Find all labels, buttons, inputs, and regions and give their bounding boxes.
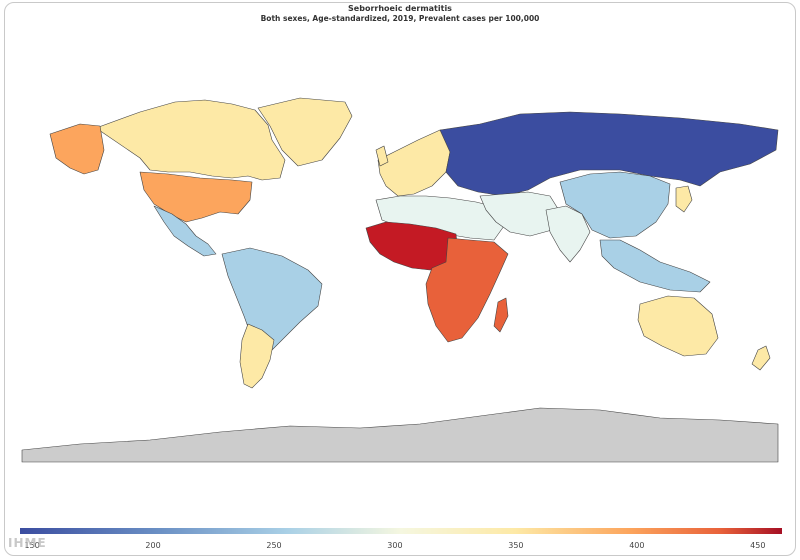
region-argentina-chile[interactable] (239, 323, 275, 389)
region-east-asia[interactable] (559, 171, 671, 239)
region-east-south-africa[interactable] (425, 237, 509, 343)
region-new-zealand[interactable] (751, 345, 771, 371)
map-titles: Seborrhoeic dermatitis Both sexes, Age-s… (0, 4, 800, 24)
legend-tick-label: 400 (629, 541, 644, 550)
world-map[interactable] (0, 0, 800, 520)
legend-ticks: 150 200 250 300 350 400 450 (24, 541, 765, 550)
region-alaska[interactable] (49, 123, 105, 175)
legend-tick-label: 300 (387, 541, 402, 550)
region-antarctica[interactable] (21, 407, 779, 463)
region-russia-central-asia[interactable] (439, 111, 779, 197)
legend-tick-label: 250 (266, 541, 281, 550)
map-title: Seborrhoeic dermatitis (348, 4, 452, 13)
color-legend: 150 200 250 300 350 400 450 (20, 528, 782, 550)
region-mexico[interactable] (153, 205, 217, 257)
ihme-logo: IHME (8, 536, 47, 550)
legend-gradient-bar (20, 528, 782, 534)
legend-tick-label: 200 (145, 541, 160, 550)
legend-tick-label: 350 (508, 541, 523, 550)
region-south-america[interactable] (221, 247, 323, 353)
region-greenland[interactable] (257, 97, 353, 167)
region-uk[interactable] (375, 145, 389, 167)
region-madagascar[interactable] (493, 297, 509, 333)
region-canada[interactable] (95, 99, 286, 181)
region-southeast-asia[interactable] (599, 239, 711, 293)
map-subtitle: Both sexes, Age-standardized, 2019, Prev… (260, 14, 540, 23)
legend-tick-label: 150 (24, 541, 39, 550)
legend-tick-label: 450 (750, 541, 765, 550)
region-south-asia[interactable] (545, 205, 591, 263)
region-japan[interactable] (675, 185, 693, 213)
region-usa[interactable] (139, 171, 253, 223)
region-australia[interactable] (637, 295, 719, 357)
